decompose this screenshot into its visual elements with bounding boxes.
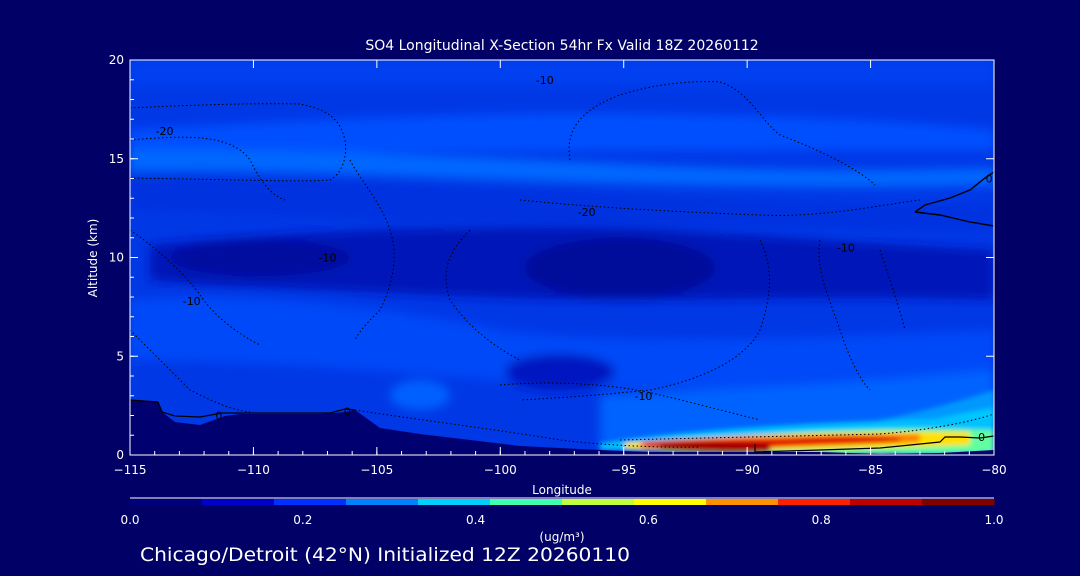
x-tick-label: −100 bbox=[484, 463, 517, 477]
x-tick-label: −85 bbox=[858, 463, 883, 477]
colorbar: 0.0 0.2 0.4 0.6 0.8 1.0 (ug/m³) bbox=[120, 497, 1004, 544]
colorbar-swatch bbox=[418, 499, 491, 505]
colorbar-swatch bbox=[922, 499, 995, 505]
y-tick-label: 5 bbox=[116, 349, 124, 363]
colorbar-swatches bbox=[130, 499, 995, 505]
y-tick-label: 10 bbox=[109, 251, 124, 265]
footer-text: Chicago/Detroit (42°N) Initialized 12Z 2… bbox=[140, 544, 630, 566]
contour-line bbox=[130, 103, 347, 182]
y-axis-label: Altitude (km) bbox=[86, 219, 100, 298]
contour-line bbox=[349, 159, 395, 341]
contour-label: 0 bbox=[978, 431, 985, 444]
y-tick-label: 0 bbox=[116, 448, 124, 462]
colorbar-ticks: 0.0 0.2 0.4 0.6 0.8 1.0 bbox=[120, 513, 1003, 527]
field-blob-lowmid bbox=[505, 354, 615, 390]
field-blob-lowmid-left bbox=[390, 380, 450, 410]
terrain-outline bbox=[130, 399, 356, 418]
chart-title: SO4 Longitudinal X-Section 54hr Fx Valid… bbox=[365, 38, 758, 54]
contour-line bbox=[879, 249, 906, 331]
colorbar-unit-label: (ug/m³) bbox=[539, 530, 584, 544]
contour-line bbox=[130, 329, 251, 413]
contour-label: -10 bbox=[634, 390, 652, 403]
contour-label: 0 bbox=[215, 410, 222, 423]
field-band-13km bbox=[130, 175, 994, 230]
field-band-15km bbox=[130, 149, 994, 188]
colorbar-tick-label: 0.0 bbox=[120, 513, 139, 527]
colorbar-swatch bbox=[778, 499, 851, 505]
plot-area: -20 -10 -20 -10 -10 -10 -10 0 0 0 0 bbox=[130, 60, 994, 455]
colorbar-swatch bbox=[274, 499, 347, 505]
colorbar-swatch bbox=[634, 499, 707, 505]
y-tick-label: 15 bbox=[109, 152, 124, 166]
contour-label: 0 bbox=[986, 173, 993, 186]
x-axis-label: Longitude bbox=[532, 483, 592, 497]
contour-label: -10 bbox=[536, 74, 554, 87]
contour-line bbox=[519, 199, 921, 216]
isotherm-contours bbox=[130, 81, 994, 448]
contour-line bbox=[818, 239, 871, 391]
field-top-band bbox=[130, 60, 994, 85]
colorbar-swatch bbox=[202, 499, 275, 505]
terrain bbox=[130, 400, 994, 455]
contour-label: -10 bbox=[183, 295, 201, 308]
colorbar-swatch bbox=[346, 499, 419, 505]
y-tick-label: 20 bbox=[109, 53, 124, 67]
contour-line bbox=[519, 239, 770, 401]
contour-label-layer: -20 -10 -20 -10 -10 -10 -10 0 0 0 0 bbox=[156, 74, 993, 444]
contour-line bbox=[130, 229, 261, 346]
contour-line bbox=[568, 81, 876, 186]
colorbar-tick-label: 0.6 bbox=[639, 513, 658, 527]
colorbar-swatch bbox=[562, 499, 635, 505]
field-mid-light bbox=[130, 297, 994, 390]
colorbar-swatch bbox=[850, 499, 923, 505]
colorbar-swatch bbox=[706, 499, 779, 505]
x-tick-label: −80 bbox=[981, 463, 1006, 477]
x-tick-label: −105 bbox=[360, 463, 393, 477]
field-plume-darkred bbox=[660, 442, 770, 453]
field-dark-blob bbox=[525, 238, 715, 298]
contour-label: 0 bbox=[344, 406, 351, 419]
contour-label: -20 bbox=[578, 206, 596, 219]
x-tick-label: −110 bbox=[237, 463, 270, 477]
field-dark-blob-left bbox=[170, 240, 350, 276]
y-axis: 0 5 10 15 20 bbox=[109, 53, 994, 462]
contour-line bbox=[130, 136, 286, 201]
ground-line-east bbox=[754, 435, 994, 453]
colorbar-tick-label: 0.4 bbox=[466, 513, 485, 527]
x-tick-label: −90 bbox=[734, 463, 759, 477]
x-tick-label: −115 bbox=[114, 463, 147, 477]
contour-line bbox=[354, 409, 701, 448]
colorbar-tick-label: 1.0 bbox=[984, 513, 1003, 527]
contour-label: -10 bbox=[319, 252, 337, 265]
contour-line bbox=[619, 413, 994, 441]
x-tick-label: −95 bbox=[611, 463, 636, 477]
colorbar-swatch bbox=[130, 499, 203, 505]
x-axis: −115 −110 −105 −100 −95 −90 −85 −80 bbox=[114, 60, 1007, 477]
tropopause-line bbox=[914, 171, 994, 227]
contour-label: -10 bbox=[837, 242, 855, 255]
colorbar-tick-label: 0.2 bbox=[293, 513, 312, 527]
contour-line bbox=[499, 382, 761, 421]
contour-label: -20 bbox=[156, 125, 174, 138]
colorbar-swatch bbox=[490, 499, 563, 505]
colorbar-tick-label: 0.8 bbox=[812, 513, 831, 527]
